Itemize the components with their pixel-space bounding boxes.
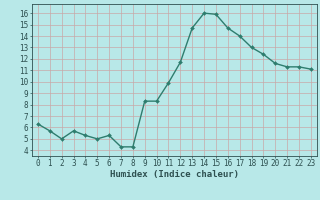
X-axis label: Humidex (Indice chaleur): Humidex (Indice chaleur) — [110, 170, 239, 179]
